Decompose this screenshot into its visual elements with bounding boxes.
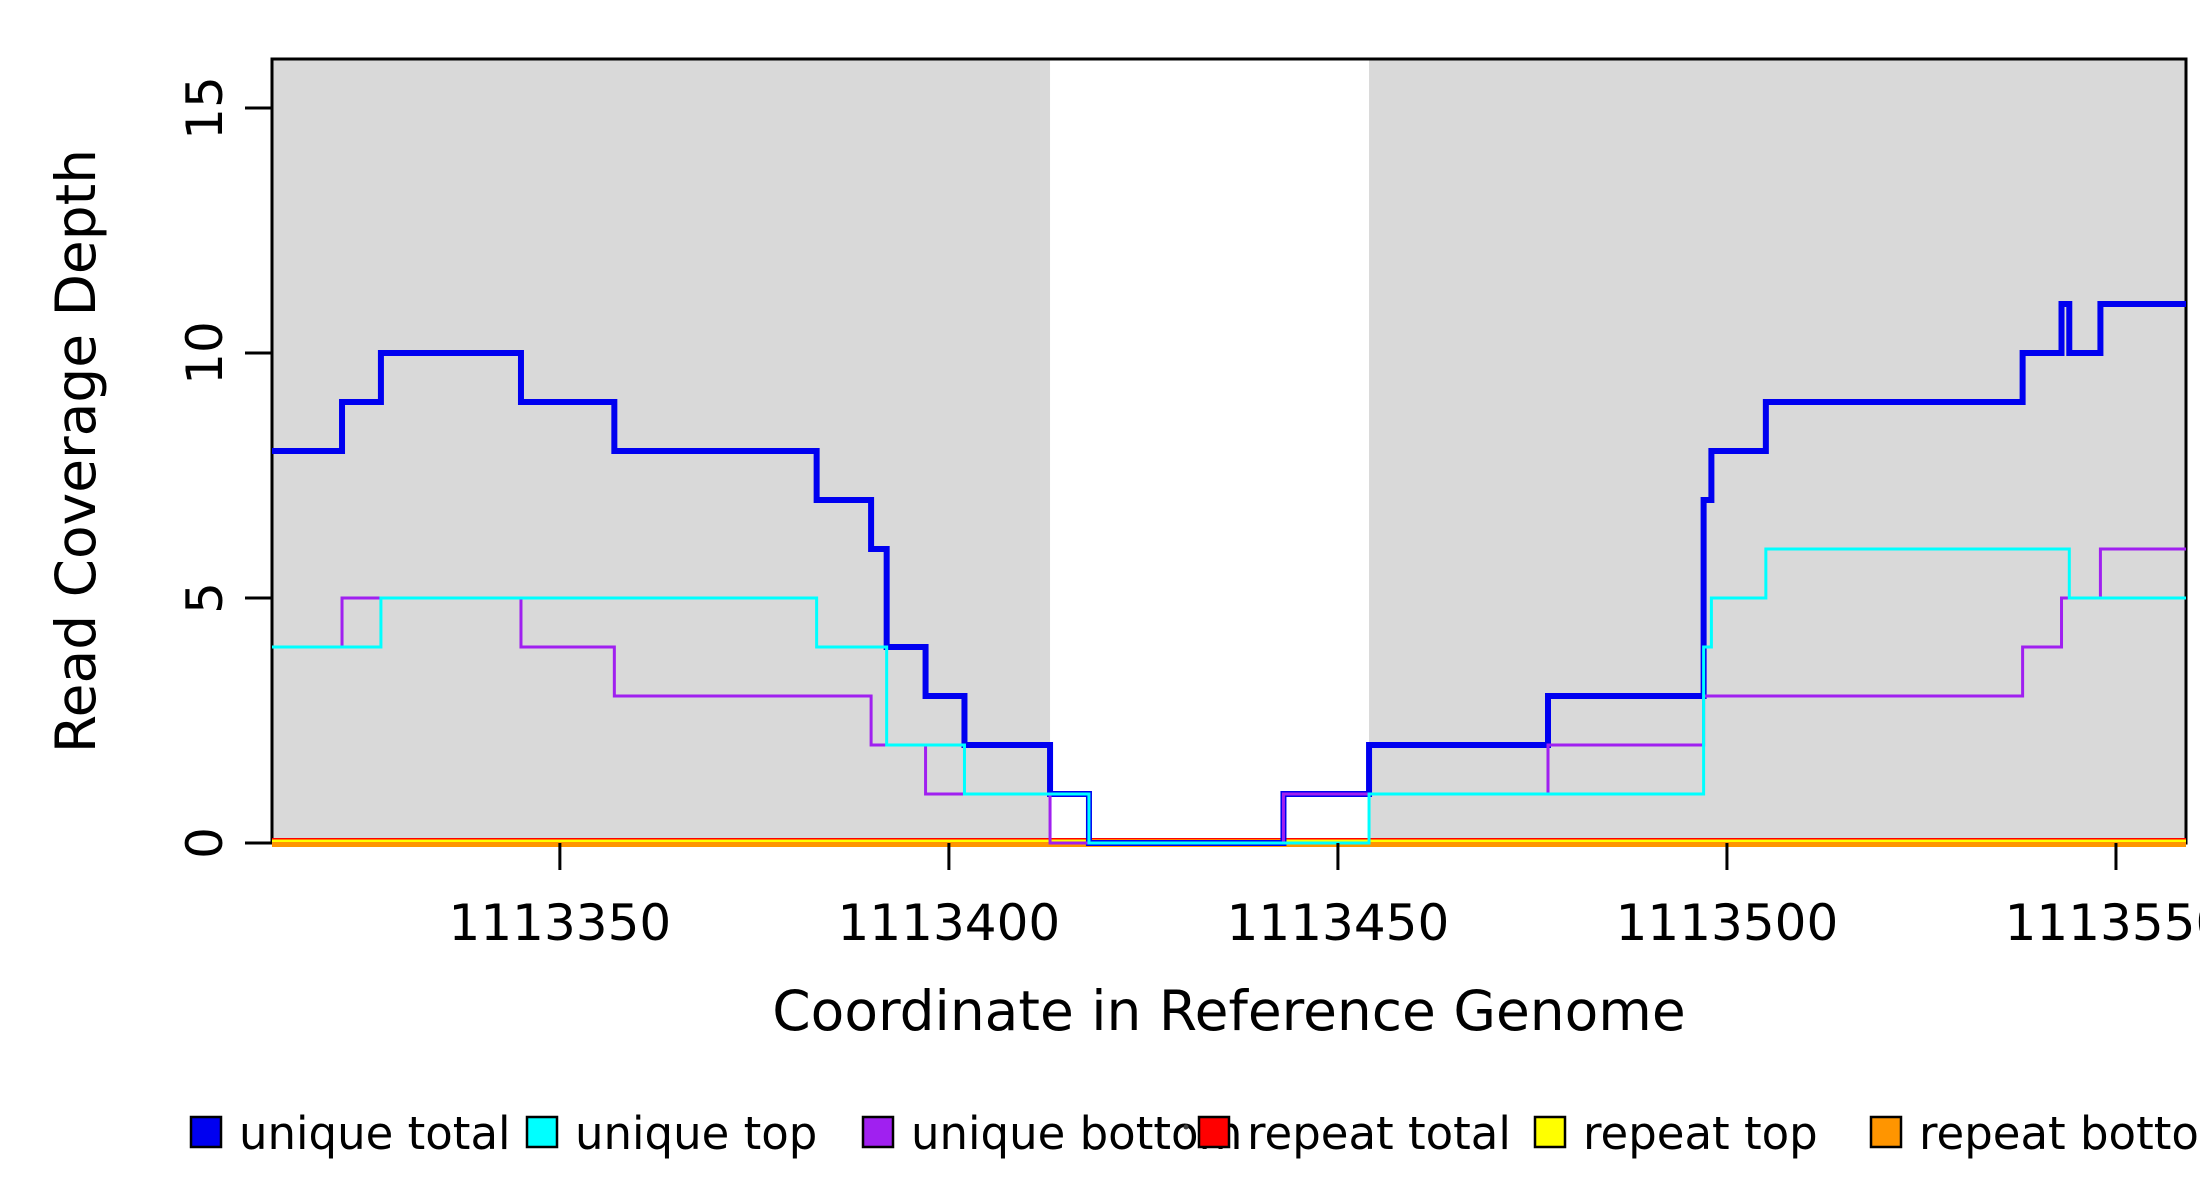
series-line-unique-top <box>272 547 2186 845</box>
x-tick-label: 1113400 <box>838 894 1061 952</box>
legend-label: unique total <box>239 1107 511 1160</box>
y-tick-label: 10 <box>176 321 234 385</box>
legend-item-unique-top: unique top <box>525 1107 817 1160</box>
x-tick-label: 1113500 <box>1616 894 1839 952</box>
y-tick-label: 15 <box>176 76 234 140</box>
shaded-region <box>1369 59 2186 843</box>
x-axis-title: Coordinate in Reference Genome <box>772 979 1685 1043</box>
legend-item-unique-bottom: unique bottom <box>861 1107 1242 1160</box>
stray-dot <box>1183 1124 1189 1130</box>
legend-label: repeat top <box>1583 1107 1818 1160</box>
y-tick-label: 5 <box>176 582 234 614</box>
legend-item-repeat-bottom: repeat bottom <box>1869 1107 2200 1160</box>
legend-swatch-repeat-top <box>1533 1115 1567 1149</box>
legend: unique total unique top unique bottom repea… <box>189 1107 2200 1160</box>
legend-swatch-unique-top <box>525 1115 559 1149</box>
legend-swatch-repeat-total <box>1197 1115 1231 1149</box>
legend-label: repeat bottom <box>1919 1107 2200 1160</box>
legend-swatch-repeat-bottom <box>1869 1115 1903 1149</box>
x-tick-label: 1113450 <box>1227 894 1450 952</box>
series-group <box>272 301 2186 847</box>
legend-item-unique-total: unique total <box>189 1107 511 1160</box>
y-axis-title: Read Coverage Depth <box>44 149 108 753</box>
y-tick-label: 0 <box>176 827 234 859</box>
legend-item-repeat-top: repeat top <box>1533 1107 1818 1160</box>
legend-swatch-unique-total <box>189 1115 223 1149</box>
legend-label: unique bottom <box>911 1107 1242 1160</box>
legend-item-repeat-total: repeat total <box>1197 1107 1511 1160</box>
legend-label: unique top <box>575 1107 817 1160</box>
legend-label: repeat total <box>1247 1107 1511 1160</box>
shaded-regions-group <box>272 59 2186 843</box>
x-tick-label: 1113350 <box>449 894 672 952</box>
legend-swatch-unique-bottom <box>861 1115 895 1149</box>
